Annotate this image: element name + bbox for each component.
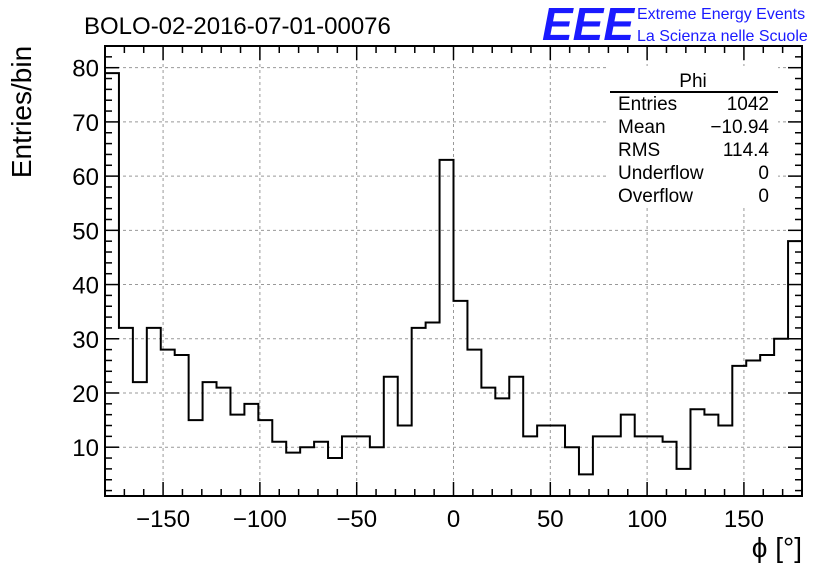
- histogram-bin: [704, 415, 718, 496]
- y-tick-label: 60: [72, 164, 99, 191]
- histogram-bin: [454, 301, 468, 496]
- histogram-bin: [593, 436, 607, 496]
- histogram-bin: [244, 404, 258, 496]
- logo-mark: EEE: [542, 0, 635, 50]
- histogram-series: [104, 72, 803, 496]
- plot-frame: [104, 45, 803, 497]
- tick-labels: −150 −100 −50 0 50 100 150 10 20 30 40 50 60 70 80: [72, 56, 764, 533]
- histogram-bin: [203, 382, 217, 496]
- y-tick-label: 20: [72, 381, 99, 408]
- stats-value-overflow: 0: [758, 186, 769, 207]
- stats-value-rms: 114.4: [723, 140, 770, 161]
- y-tick-label: 80: [72, 56, 99, 83]
- histogram-bin: [230, 415, 244, 496]
- histogram-bin: [314, 442, 328, 496]
- histogram-bin: [133, 382, 147, 496]
- histogram-bin: [440, 160, 454, 496]
- x-tick-label: 150: [724, 506, 764, 533]
- histogram-outline: [104, 72, 803, 496]
- stats-label-rms: RMS: [618, 140, 660, 161]
- histogram-bin: [509, 377, 523, 496]
- histogram-bin: [328, 458, 342, 496]
- histogram-bin: [370, 447, 384, 496]
- eee-logo: EEE Extreme Energy Events La Scienza nel…: [542, 0, 808, 50]
- stats-value-mean: −10.94: [710, 117, 769, 138]
- histogram-bin: [621, 415, 635, 496]
- histogram-bin: [119, 328, 133, 496]
- x-tick-label: −150: [136, 506, 190, 533]
- histogram-bin: [426, 323, 440, 496]
- histogram-bin: [523, 436, 537, 496]
- histogram-bin: [467, 350, 481, 496]
- y-tick-label: 50: [72, 218, 99, 245]
- chart-title: BOLO-02-2016-07-01-00076: [84, 13, 391, 40]
- histogram-bin: [175, 355, 189, 496]
- stats-label-overflow: Overflow: [618, 186, 693, 207]
- y-tick-label: 10: [72, 435, 99, 462]
- histogram-bin: [189, 420, 203, 496]
- y-tick-label: 70: [72, 110, 99, 137]
- stats-value-entries: 1042: [727, 94, 769, 115]
- histogram-bin: [607, 436, 621, 496]
- logo-line-2: La Scienza nelle Scuole: [637, 28, 808, 45]
- histogram-bin: [481, 388, 495, 496]
- histogram-bin: [690, 409, 704, 496]
- x-tick-label: −100: [233, 506, 287, 533]
- histogram-bin: [551, 426, 565, 496]
- histogram-bin: [774, 339, 788, 496]
- histogram-bin: [342, 436, 356, 496]
- histogram-bin: [412, 328, 426, 496]
- histogram-bin: [356, 436, 370, 496]
- histogram-bin: [663, 442, 677, 496]
- axis-ticks: [105, 46, 802, 496]
- histogram-bin: [217, 388, 231, 496]
- y-axis-label: Entries/bin: [6, 46, 37, 178]
- x-tick-label: 100: [627, 506, 667, 533]
- histogram-bin: [746, 360, 760, 496]
- stats-label-entries: Entries: [618, 94, 677, 115]
- y-tick-label: 30: [72, 327, 99, 354]
- stats-label-underflow: Underflow: [618, 163, 704, 184]
- histogram-bin: [565, 447, 579, 496]
- histogram-bin: [760, 355, 774, 496]
- histogram-bin: [579, 474, 593, 496]
- histogram-bin: [718, 426, 732, 496]
- histogram-bin: [495, 398, 509, 496]
- histogram-bin: [677, 469, 691, 496]
- y-tick-label: 40: [72, 273, 99, 300]
- histogram-bin: [732, 366, 746, 496]
- histogram-bin: [161, 350, 175, 496]
- histogram-bin: [398, 426, 412, 496]
- histogram-bin: [272, 442, 286, 496]
- x-tick-label: −50: [336, 506, 377, 533]
- x-tick-label: 50: [537, 506, 564, 533]
- histogram-bin: [649, 436, 663, 496]
- stats-box: Phi Entries 1042 Mean −10.94 RMS 114.4 U…: [608, 66, 778, 207]
- histogram-bin: [147, 328, 161, 496]
- stats-label-mean: Mean: [618, 117, 666, 138]
- stats-value-underflow: 0: [758, 163, 769, 184]
- x-axis-label: ϕ [°]: [752, 532, 802, 563]
- stats-box-background: [608, 66, 778, 206]
- histogram-bin: [384, 377, 398, 496]
- histogram-bin: [537, 426, 551, 496]
- stats-box-title: Phi: [679, 71, 706, 92]
- logo-line-1: Extreme Energy Events: [637, 6, 805, 23]
- x-tick-label: 0: [447, 506, 460, 533]
- histogram-bin: [300, 447, 314, 496]
